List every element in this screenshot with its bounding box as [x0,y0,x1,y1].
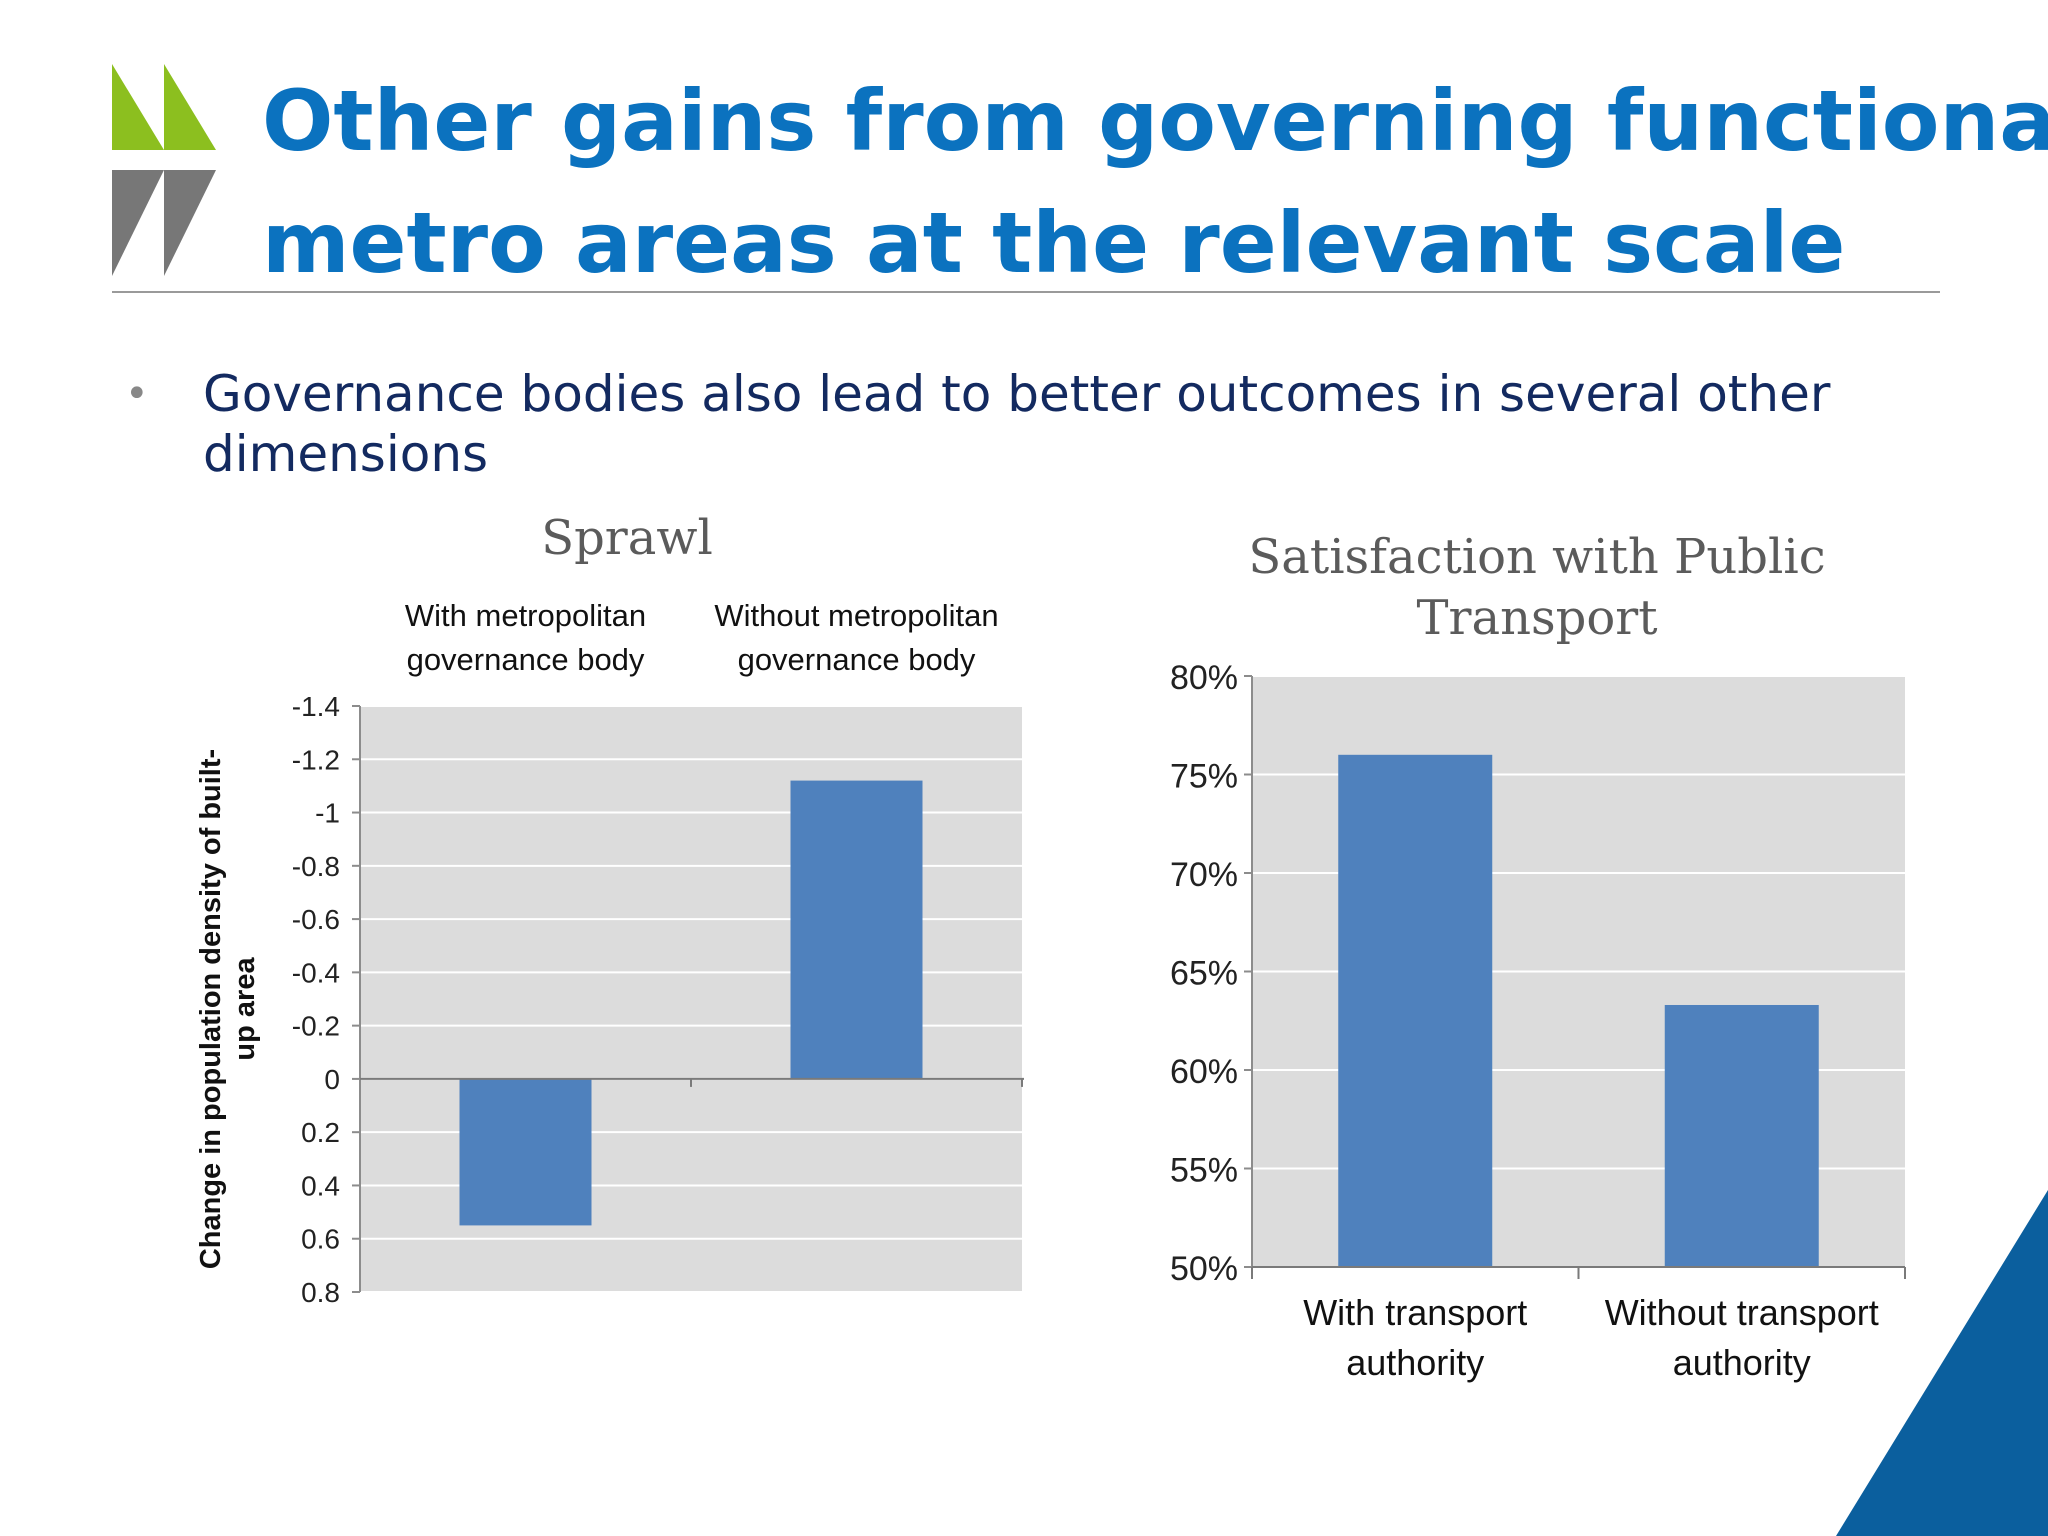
sprawl-bar [459,1078,592,1226]
satisfaction-y-tick-label: 70% [1170,856,1238,894]
satisfaction-chart-title: Satisfaction with Public Transport [1248,529,1826,646]
slide-title-line-2: metro areas at the relevant scale [262,194,1846,292]
sprawl-bar [790,780,923,1079]
logo-green-chevron-right [164,64,216,150]
satisfaction-bar [1664,1004,1819,1267]
sprawl-category-label: With metropolitan governance body [405,598,646,677]
sprawl-y-tick-label: -1 [315,798,340,829]
satisfaction-y-tick-label: 60% [1170,1053,1238,1091]
bullet-marker: • [125,371,149,417]
slide-title-line-1: Other gains from governing functional [262,72,2048,170]
satisfaction-category-label: Without transport authority [1605,1292,1879,1383]
bullet-text: Governance bodies also lead to better ou… [203,365,1831,483]
logo-green-chevron-left [112,64,164,150]
sprawl-chart: -1.4 -1.2 -1 -0.8 -0.6 -0.4 -0.2 0 0.2 0.4 0.6 0.8 W… [195,598,1024,1308]
sprawl-y-tick-label: 0.2 [301,1117,340,1148]
sprawl-y-tick-label: 0.6 [301,1224,340,1255]
sprawl-y-tick-label: -0.6 [292,904,340,935]
sprawl-y-tick-label: 0.8 [301,1277,340,1308]
slide-title: Other gains from governing functional me… [262,60,2048,304]
sprawl-chart-title: Sprawl [541,510,713,566]
sprawl-plot-area [360,706,1022,1292]
satisfaction-y-tick-label: 75% [1170,758,1238,796]
satisfaction-category-label: With transport authority [1303,1292,1527,1383]
satisfaction-y-tick-label: 65% [1170,955,1238,993]
sprawl-y-tick-label: -1.2 [292,744,340,775]
sprawl-y-tick-label: -0.2 [292,1011,340,1042]
sprawl-y-axis-label: Change in population density of built-up… [195,749,261,1269]
sprawl-category-label: Without metropolitan governance body [714,598,998,677]
sprawl-y-tick-label: -1.4 [292,691,340,722]
sprawl-y-tick-label: -0.4 [292,957,340,988]
satisfaction-y-tick-label: 55% [1170,1152,1238,1190]
sprawl-y-tick-label: 0 [324,1064,340,1095]
logo-gray-chevron-right [164,170,216,276]
satisfaction-y-tick-label: 80% [1170,659,1238,697]
title-divider [112,291,1940,293]
satisfaction-chart: 50% 55% 60% 65% 70% 75% 80% With transport autho… [1170,659,1906,1383]
sprawl-y-tick-label: -0.8 [292,851,340,882]
sprawl-y-tick-label: 0.4 [301,1170,340,1201]
satisfaction-y-tick-label: 50% [1170,1250,1238,1288]
oecd-chevron-logo [112,64,216,276]
satisfaction-bar [1338,754,1493,1267]
logo-gray-chevron-left [112,170,164,276]
